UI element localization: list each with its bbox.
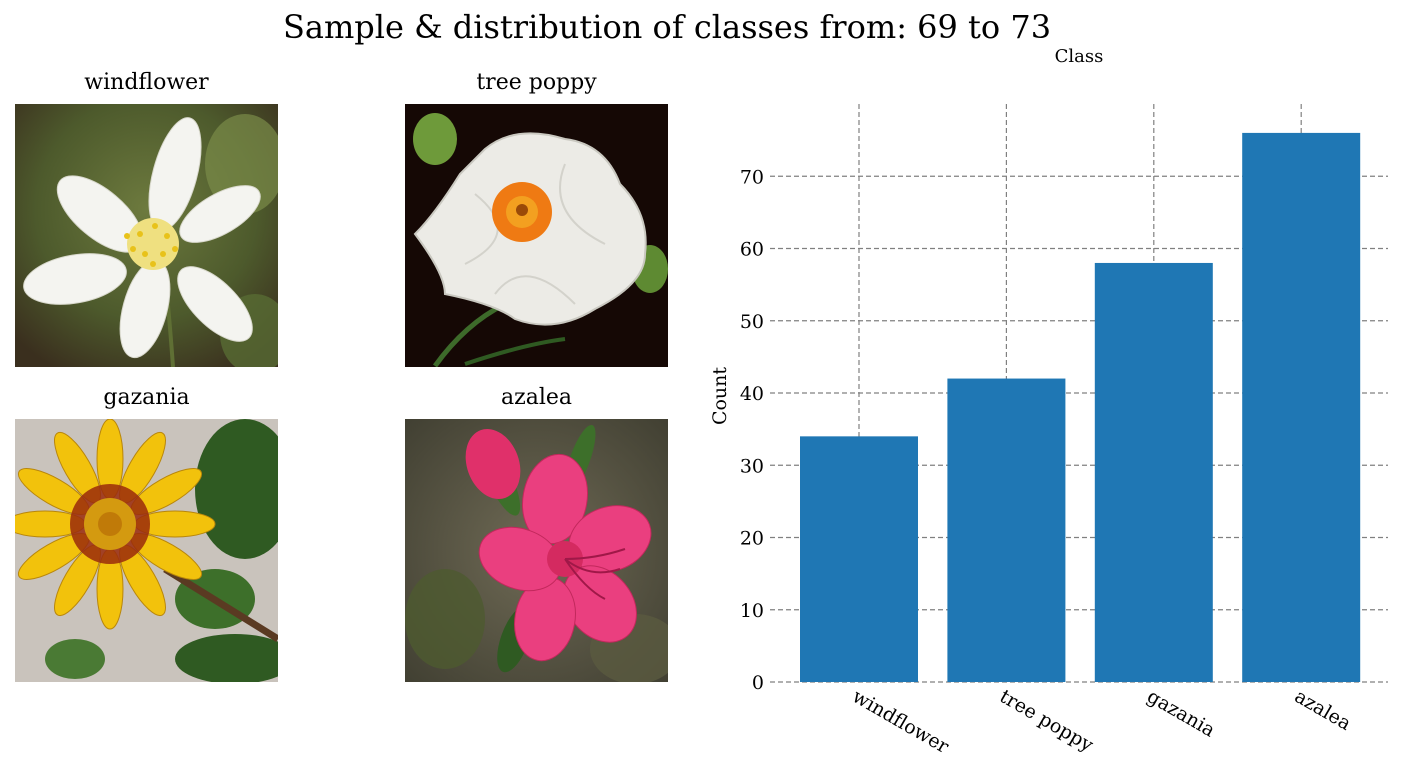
y-tick-label: 20 — [740, 528, 764, 550]
x-tick-label: windflower — [849, 685, 954, 758]
y-tick-label: 60 — [740, 239, 764, 261]
chart-title: Class — [1055, 46, 1104, 67]
sample-title-tree-poppy: tree poppy — [476, 70, 597, 95]
y-tick-label: 0 — [752, 672, 764, 694]
sample-image-gazania — [15, 419, 278, 682]
sample-image-azalea — [405, 419, 668, 682]
sample-title-windflower: windflower — [84, 70, 209, 95]
y-tick-label: 50 — [740, 311, 764, 333]
sample-title-azalea: azalea — [501, 385, 572, 410]
bar-windflower — [800, 436, 918, 682]
bar-gazania — [1094, 262, 1213, 682]
sample-image-windflower — [15, 104, 278, 367]
bar-azalea — [1242, 132, 1361, 682]
sample-image-tree-poppy — [405, 104, 668, 367]
sample-title-gazania: gazania — [103, 385, 190, 410]
x-tick-label: azalea — [1291, 685, 1355, 735]
y-tick-label: 40 — [740, 383, 764, 405]
y-tick-label: 10 — [740, 600, 764, 622]
x-tick-label: tree poppy — [996, 685, 1097, 756]
y-axis-label: Count — [709, 367, 731, 425]
y-tick-label: 30 — [740, 455, 764, 477]
y-tick-label: 70 — [740, 166, 764, 188]
figure-title: Sample & distribution of classes from: 6… — [282, 8, 1052, 46]
x-tick-label: gazania — [1143, 685, 1219, 741]
bar-tree-poppy — [947, 378, 1066, 682]
